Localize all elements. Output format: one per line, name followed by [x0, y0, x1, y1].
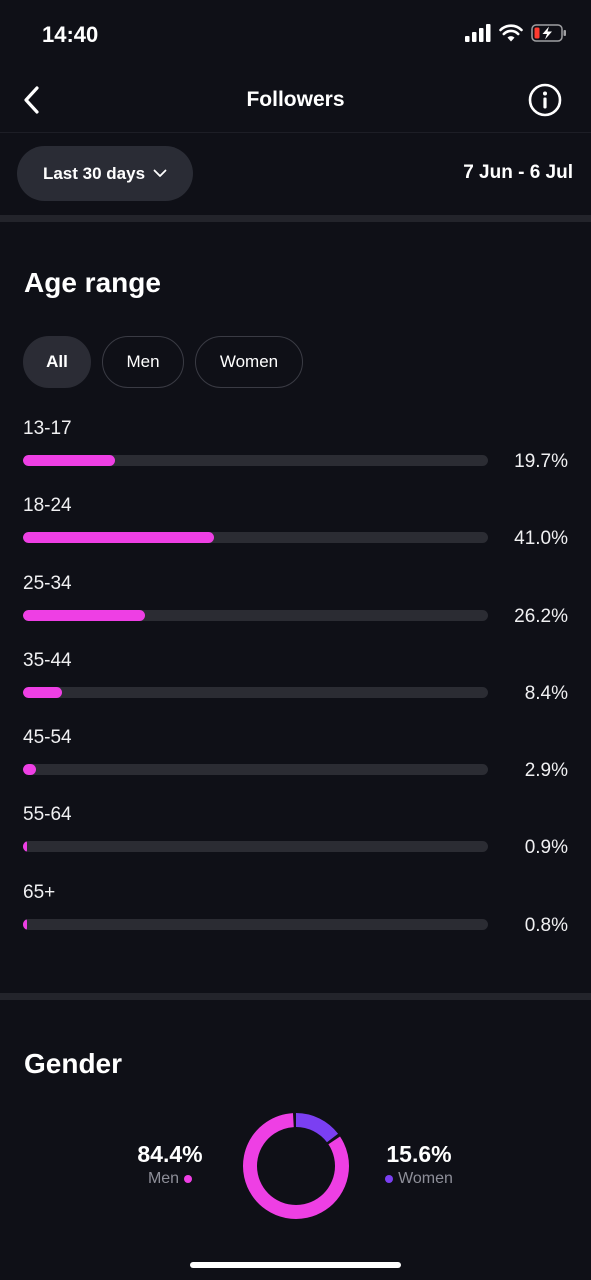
- age-bar-fill: [23, 609, 145, 621]
- date-range-text: 7 Jun - 6 Jul: [463, 162, 573, 183]
- chevron-down-icon: [153, 169, 167, 177]
- age-bar-track: [23, 841, 488, 853]
- age-row: 65+ 0.8%: [23, 882, 568, 959]
- date-range-dropdown-label: Last 30 days: [42, 163, 146, 183]
- age-label: 55-64: [23, 804, 72, 826]
- info-button[interactable]: [527, 82, 563, 118]
- chip-all[interactable]: All: [23, 336, 91, 388]
- age-percentage: 8.4%: [524, 682, 568, 704]
- age-bar-fill: [23, 532, 214, 544]
- age-label: 18-24: [23, 495, 72, 517]
- age-label: 25-34: [23, 572, 72, 594]
- age-percentage: 0.8%: [524, 914, 568, 936]
- status-bar: 14:40: [0, 0, 591, 70]
- gender-title: Gender: [24, 1048, 123, 1079]
- section-divider: [0, 215, 591, 222]
- age-percentage: 19.7%: [514, 451, 568, 472]
- age-row: 45-54 2.9%: [23, 727, 568, 804]
- age-label: 45-54: [23, 727, 72, 749]
- age-percentage: 2.9%: [524, 760, 568, 782]
- age-label: 13-17: [23, 418, 72, 439]
- men-percentage: 84.4%: [137, 1141, 203, 1167]
- women-legend: Women: [374, 1170, 464, 1188]
- home-indicator: [190, 1262, 401, 1268]
- men-stat: 84.4% Men: [122, 1141, 218, 1188]
- age-bar-track: [23, 686, 488, 698]
- section-divider: [0, 993, 591, 1000]
- age-row: 25-34 26.2%: [23, 573, 568, 650]
- donut-segment-women: [243, 1113, 349, 1219]
- chevron-left-icon: [24, 86, 39, 114]
- nav-header: Followers: [0, 70, 591, 133]
- age-bar-fill: [23, 764, 37, 776]
- chip-women[interactable]: Women: [195, 336, 303, 388]
- gender-chart: 84.4% Men 15.6% Women: [0, 1105, 591, 1225]
- donut-segment-men: [243, 1113, 349, 1219]
- age-bar-fill: [23, 455, 115, 466]
- range-row: Last 30 days 7 Jun - 6 Jul: [0, 132, 591, 216]
- gender-filter-chips: All Men Women: [23, 336, 303, 388]
- age-bar-track: [23, 918, 488, 930]
- age-percentage: 26.2%: [514, 605, 568, 627]
- info-icon: [528, 83, 562, 117]
- men-legend-dot: [184, 1175, 193, 1183]
- age-row: 55-64 0.9%: [23, 804, 568, 881]
- wifi-icon: [499, 24, 523, 42]
- age-row: 35-44 8.4%: [23, 650, 568, 727]
- age-label: 35-44: [23, 649, 72, 671]
- age-bar-fill: [23, 686, 63, 698]
- age-percentage: 0.9%: [524, 837, 568, 859]
- status-icons: [465, 24, 567, 42]
- age-bar-fill: [23, 841, 28, 853]
- age-label: 65+: [23, 881, 56, 903]
- battery-low-charging-icon: [531, 24, 566, 42]
- date-range-dropdown[interactable]: Last 30 days: [17, 146, 193, 201]
- status-time: 14:40: [42, 22, 99, 47]
- page-title: Followers: [246, 88, 345, 111]
- gender-donut-chart: [243, 1113, 349, 1219]
- age-bar-track: [23, 532, 488, 544]
- age-bar-track: [23, 764, 488, 776]
- cellular-signal-icon: [465, 24, 491, 42]
- back-button[interactable]: [14, 82, 50, 118]
- age-row: 13-17 19.7%: [23, 418, 568, 495]
- women-label: Women: [398, 1170, 453, 1187]
- age-row: 18-24 41.0%: [23, 495, 568, 572]
- chip-men[interactable]: Men: [102, 336, 184, 388]
- men-legend: Men: [122, 1170, 218, 1188]
- men-label: Men: [147, 1170, 180, 1187]
- age-bar-track: [23, 609, 488, 621]
- age-range-title: Age range: [24, 267, 161, 298]
- age-percentage: 41.0%: [514, 528, 568, 550]
- age-bar-fill: [23, 918, 27, 930]
- age-bar-track: [23, 455, 488, 466]
- women-legend-dot: [385, 1175, 394, 1183]
- women-stat: 15.6% Women: [374, 1141, 464, 1188]
- age-range-list: 13-17 19.7% 18-24 41.0% 25-34 26.2% 35-44 8.4% 4…: [23, 418, 568, 959]
- women-percentage: 15.6%: [386, 1141, 452, 1167]
